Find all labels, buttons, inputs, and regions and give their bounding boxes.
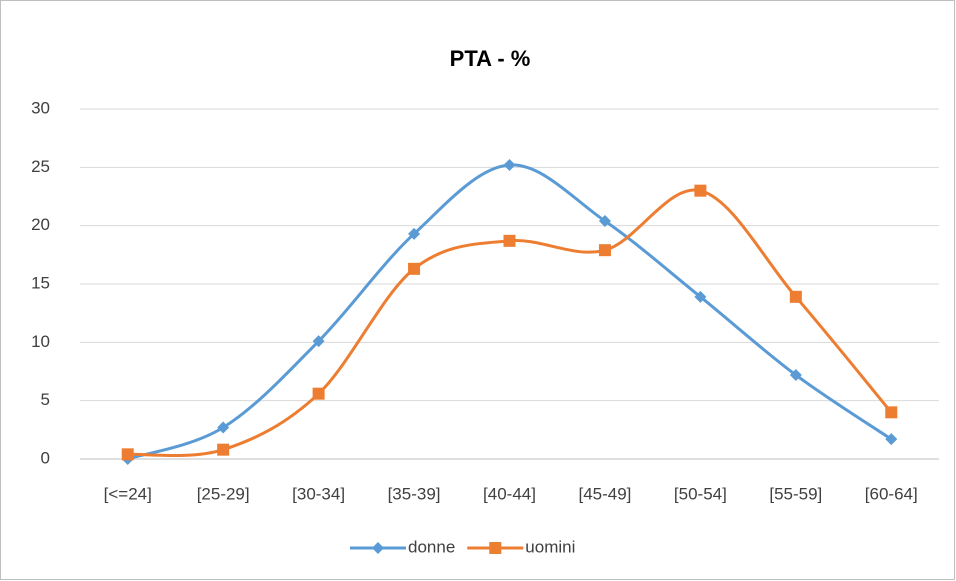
marker	[312, 387, 325, 400]
x-tick-label: [50-54]	[674, 484, 727, 503]
marker	[789, 290, 802, 303]
marker	[885, 433, 898, 446]
marker	[789, 369, 802, 381]
marker	[408, 262, 421, 275]
x-tick-label: [60-64]	[865, 484, 918, 503]
legend-label: donne	[408, 537, 455, 556]
marker	[372, 542, 384, 554]
y-tick-label: 30	[31, 98, 50, 117]
marker	[598, 244, 611, 257]
x-tick-label: [35-39]	[388, 484, 441, 503]
x-tick-label: [30-34]	[292, 484, 345, 503]
x-tick-label: [55-59]	[769, 484, 822, 503]
marker	[885, 406, 898, 419]
marker	[694, 184, 707, 197]
y-tick-label: 5	[41, 390, 50, 409]
marker	[217, 443, 230, 456]
chart-title: PTA - %	[450, 46, 531, 71]
marker	[217, 421, 230, 434]
y-tick-label: 20	[31, 215, 50, 234]
y-tick-label: 25	[31, 157, 50, 176]
marker	[503, 234, 516, 247]
marker	[694, 290, 707, 303]
series-line	[127, 188, 893, 458]
x-tick-label: [25-29]	[197, 484, 250, 503]
x-tick-label: [45-49]	[578, 484, 631, 503]
marker	[408, 227, 421, 240]
marker	[598, 215, 611, 227]
y-tick-label: 0	[41, 448, 50, 467]
x-tick-label: [40-44]	[483, 484, 536, 503]
marker	[312, 335, 325, 348]
y-tick-label: 15	[31, 273, 50, 292]
marker	[121, 448, 134, 461]
marker	[489, 542, 502, 554]
legend-label: uomini	[525, 537, 575, 556]
marker	[503, 159, 516, 171]
y-tick-label: 10	[31, 332, 50, 351]
x-tick-label: [<=24]	[104, 484, 152, 503]
